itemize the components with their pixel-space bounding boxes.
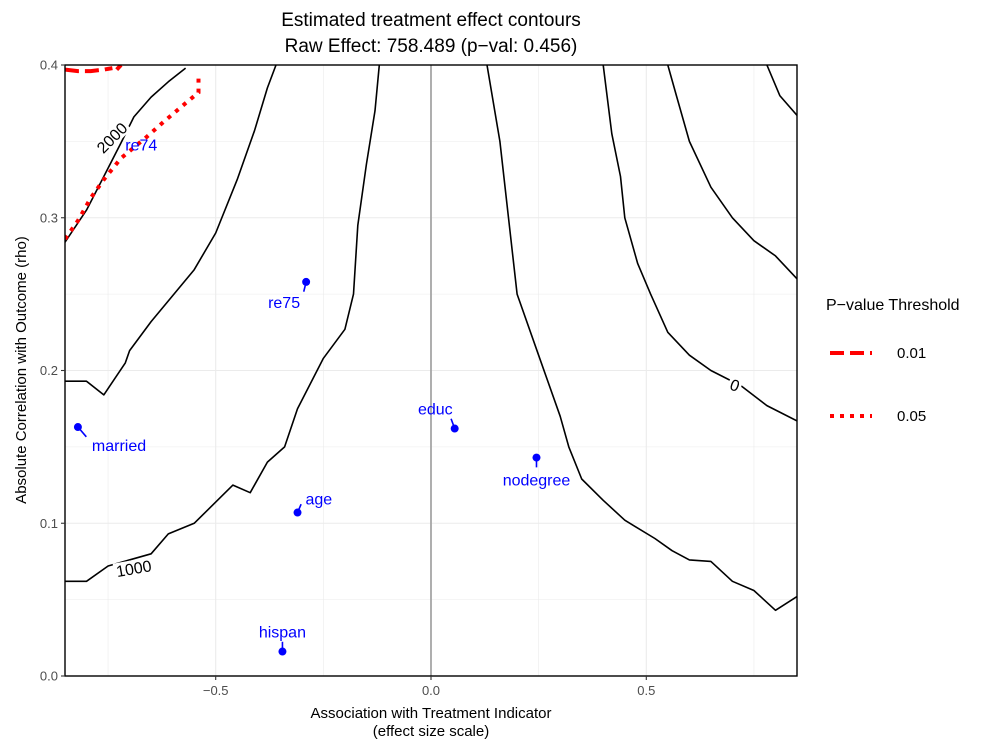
y-tick-label: 0.4 xyxy=(40,58,58,73)
legend-label-0.05: 0.05 xyxy=(897,408,926,425)
covariate-label-educ: educ xyxy=(418,402,453,419)
contour-line-b xyxy=(486,65,797,612)
covariate-label-married: married xyxy=(92,438,146,455)
contour-label-group: 1000 xyxy=(112,556,155,581)
legend-title: P−value Threshold xyxy=(826,297,960,314)
covariate-leader-re75 xyxy=(302,281,307,292)
contour-line-0 xyxy=(602,65,797,422)
chart-subtitle: Raw Effect: 758.489 (p−val: 0.456) xyxy=(285,36,578,57)
x-tick-label: −0.5 xyxy=(203,683,229,698)
threshold-line-0.01 xyxy=(115,65,123,71)
threshold-lines xyxy=(65,65,201,241)
legend: P−value Threshold 0.01 0.05 xyxy=(826,297,960,425)
y-tick-label: 0.0 xyxy=(40,669,58,684)
y-tick-label: 0.3 xyxy=(40,210,58,225)
y-tick-label: 0.2 xyxy=(40,363,58,378)
covariate-points: re74 re75 married educ nodegree age hispan xyxy=(73,138,571,656)
x-tick-label: 0.0 xyxy=(422,683,440,698)
covariate-label-age: age xyxy=(306,492,333,509)
covariate-label-nodegree: nodegree xyxy=(503,473,571,490)
contour-label: 1000 xyxy=(115,558,153,581)
contour-line-d xyxy=(766,65,797,116)
contour-line-a xyxy=(65,65,277,396)
covariate-label-re75: re75 xyxy=(268,295,300,312)
contour-line-1000 xyxy=(65,65,381,583)
contour-label-bg xyxy=(726,375,744,395)
contour-label-bg xyxy=(91,117,132,158)
contour-label-group: 0 xyxy=(726,375,744,396)
covariate-leader-married xyxy=(77,426,87,438)
covariate-label-hispan: hispan xyxy=(259,625,306,642)
covariate-leader-educ xyxy=(450,418,456,429)
threshold-line-0.01 xyxy=(65,66,113,74)
x-axis: −0.5 0.0 0.5 xyxy=(203,676,655,698)
y-tick-label: 0.1 xyxy=(40,516,58,531)
y-axis-title: Absolute Correlation with Outcome (rho) xyxy=(13,236,30,504)
x-tick-label: 0.5 xyxy=(637,683,655,698)
x-axis-title: Association with Treatment Indicator xyxy=(311,705,552,722)
covariate-label-re74: re74 xyxy=(125,138,157,155)
x-axis-subtitle: (effect size scale) xyxy=(373,723,489,740)
legend-label-0.01: 0.01 xyxy=(897,345,926,362)
chart-title: Estimated treatment effect contours xyxy=(281,10,581,31)
covariate-leader-age xyxy=(296,503,302,513)
y-axis: 0.0 0.1 0.2 0.3 0.4 xyxy=(40,58,65,684)
threshold-line-0.05 xyxy=(65,75,201,241)
contour-label-bg xyxy=(112,556,155,580)
contour-line-c xyxy=(667,65,797,280)
